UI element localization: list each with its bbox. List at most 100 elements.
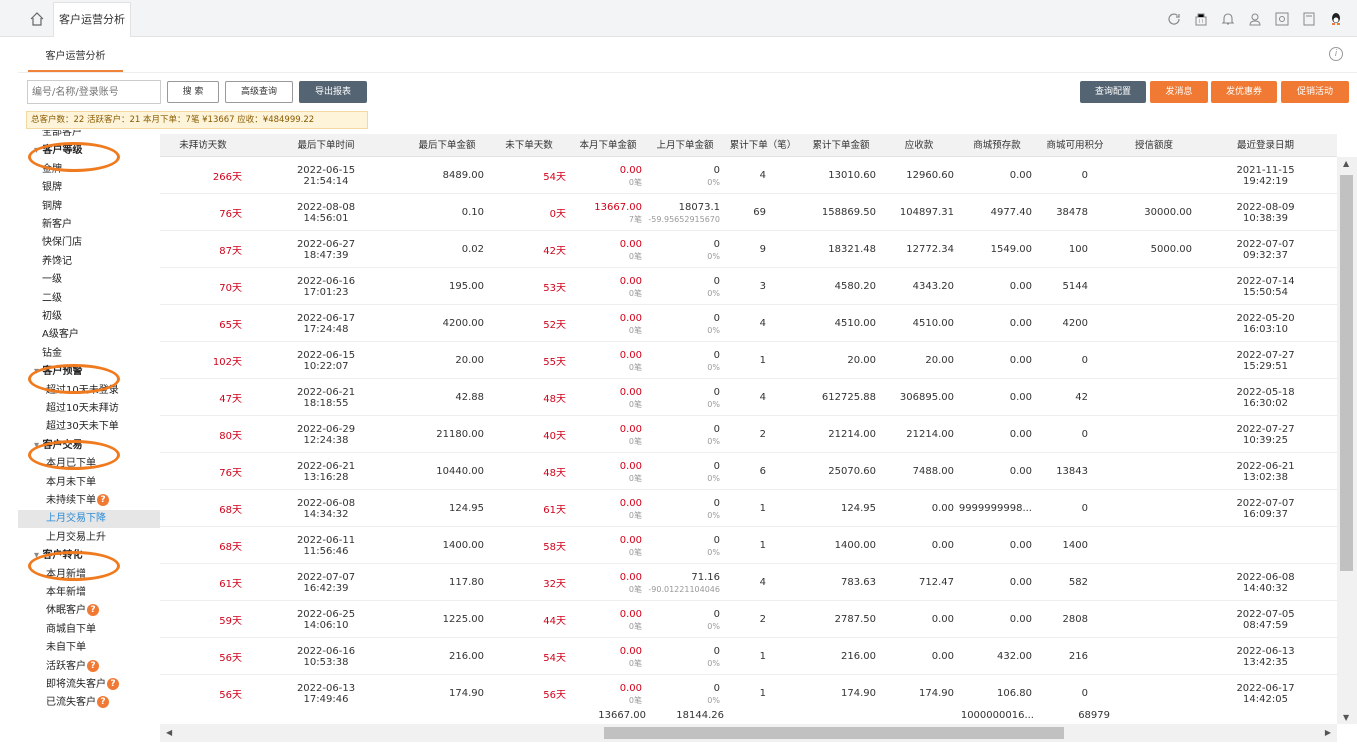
- sidebar-item[interactable]: 休眠客户?: [18, 602, 160, 620]
- sidebar-group-header[interactable]: ▾ 客户转化: [18, 547, 160, 565]
- send-coupon-button[interactable]: 发优惠券: [1211, 81, 1277, 103]
- sidebar-group-header[interactable]: ▾ 客户交易: [18, 437, 160, 455]
- cell-text: 0.00: [619, 608, 642, 620]
- column-header[interactable]: 本月下单金额: [579, 140, 637, 151]
- sidebar-item[interactable]: 本年新增: [18, 584, 160, 602]
- table-row[interactable]: 47天 2022-06-21 18:18:55 42.88 48天 0.00 0笔 0 0% 4 6…: [160, 379, 1337, 416]
- bell-icon[interactable]: [1219, 10, 1237, 28]
- help-icon[interactable]: ?: [107, 678, 119, 690]
- help-icon[interactable]: ?: [87, 659, 99, 672]
- subtab-customer-analysis[interactable]: 客户运营分析: [28, 45, 123, 72]
- tab-customer-analysis[interactable]: 客户运营分析: [53, 2, 131, 37]
- table-row[interactable]: 266天 2022-06-15 21:54:14 8489.00 54天 0.00 0笔 0 0…: [160, 157, 1337, 194]
- sidebar-item[interactable]: 金牌: [18, 161, 160, 179]
- save-icon[interactable]: [1300, 10, 1318, 28]
- cell-subtext: 0笔: [628, 251, 642, 261]
- sidebar-item[interactable]: 钻金: [18, 345, 160, 363]
- export-report-button[interactable]: 导出报表: [299, 81, 367, 103]
- table-row[interactable]: 87天 2022-06-27 18:47:39 0.02 42天 0.00 0笔 0 0% 9 18…: [160, 231, 1337, 268]
- sidebar-item[interactable]: 未持续下单?: [18, 492, 160, 510]
- sidebar-item[interactable]: 即将流失客户?: [18, 676, 160, 694]
- sidebar-item[interactable]: 超过10天未拜访: [18, 400, 160, 418]
- scroll-down-icon[interactable]: ▼: [1343, 713, 1350, 722]
- column-header[interactable]: 累计下单金额: [812, 140, 870, 151]
- user-icon[interactable]: [1246, 10, 1264, 28]
- column-header[interactable]: 未下单天数: [505, 140, 553, 151]
- column-header[interactable]: 未拜访天数: [179, 140, 227, 151]
- table-row[interactable]: 59天 2022-06-25 14:06:10 1225.00 44天 0.00 0笔 0 0%…: [160, 601, 1337, 638]
- sidebar-item[interactable]: 养馋记: [18, 253, 160, 271]
- cell-subtext: 0笔: [628, 547, 642, 557]
- table-row[interactable]: 80天 2022-06-29 12:24:38 21180.00 40天 0.00 0笔 0 0…: [160, 416, 1337, 453]
- info-icon[interactable]: i: [1329, 47, 1343, 61]
- scroll-left-icon[interactable]: ◀: [166, 728, 173, 737]
- cell-text: 2787.50: [834, 614, 876, 625]
- home-icon[interactable]: [22, 0, 52, 37]
- org-icon[interactable]: [1192, 10, 1210, 28]
- column-header[interactable]: 商城可用积分: [1046, 140, 1104, 151]
- query-config-button[interactable]: 查询配置: [1080, 81, 1146, 103]
- column-header[interactable]: 上月下单金额: [656, 140, 714, 151]
- sidebar-item[interactable]: 活跃客户?: [18, 658, 160, 676]
- advanced-query-button[interactable]: 高级查询: [225, 81, 293, 103]
- table-row[interactable]: 70天 2022-06-16 17:01:23 195.00 53天 0.00 0笔 0 0% 3…: [160, 268, 1337, 305]
- cell-text: 76天: [219, 209, 242, 220]
- scroll-right-icon[interactable]: ▶: [1324, 728, 1331, 737]
- sidebar-item[interactable]: 初级: [18, 308, 160, 326]
- help-icon[interactable]: ?: [97, 696, 109, 709]
- table-row[interactable]: 56天 2022-06-13 17:49:46 174.90 56天 0.00 0笔 0 0% 1…: [160, 675, 1337, 712]
- sidebar-group-header[interactable]: ▾ 客户等级: [18, 142, 160, 160]
- table-row[interactable]: 76天 2022-08-08 14:56:01 0.10 0天 13667.00 7笔 180…: [160, 194, 1337, 231]
- table-row[interactable]: 65天 2022-06-17 17:24:48 4200.00 52天 0.00 0笔 0 0%…: [160, 305, 1337, 342]
- horizontal-scroll-thumb[interactable]: [604, 727, 1064, 739]
- sidebar-item[interactable]: 全部客户: [18, 130, 160, 142]
- table-row[interactable]: 76天 2022-06-21 13:16:28 10440.00 48天 0.00 0笔 0 0…: [160, 453, 1337, 490]
- help-icon[interactable]: ?: [97, 494, 109, 506]
- column-header[interactable]: 商城预存款: [973, 140, 1021, 151]
- column-header[interactable]: 最后下单金额: [418, 140, 476, 151]
- refresh-icon[interactable]: [1165, 10, 1183, 28]
- column-header[interactable]: 最后下单时间: [297, 140, 355, 151]
- sidebar-item[interactable]: 未自下单: [18, 639, 160, 657]
- sidebar-item[interactable]: 超过30天未下单: [18, 418, 160, 436]
- sidebar-item[interactable]: 铜牌: [18, 198, 160, 216]
- sidebar-item[interactable]: 上月交易下降: [18, 510, 160, 529]
- scroll-up-icon[interactable]: ▲: [1343, 159, 1350, 168]
- search-box-icon[interactable]: [1273, 10, 1291, 28]
- sidebar-item[interactable]: 二级: [18, 290, 160, 308]
- table-cell: 2022-07-05 08:47:59: [1194, 601, 1337, 638]
- table-row[interactable]: 68天 2022-06-08 14:34:32 124.95 61天 0.00 0笔 0 0% 1…: [160, 490, 1337, 527]
- column-header[interactable]: 应收款: [904, 140, 934, 151]
- sidebar-item[interactable]: 上月交易上升: [18, 529, 160, 547]
- search-input[interactable]: [27, 80, 161, 104]
- table-row[interactable]: 61天 2022-07-07 16:42:39 117.80 32天 0.00 0笔 71.1…: [160, 564, 1337, 601]
- sidebar-item[interactable]: 本月未下单: [18, 474, 160, 492]
- send-message-button[interactable]: 发消息: [1150, 81, 1208, 103]
- sidebar-item[interactable]: 本月新增: [18, 566, 160, 584]
- cell-text: 0: [1081, 170, 1088, 181]
- sidebar-item[interactable]: 银牌: [18, 179, 160, 197]
- horizontal-scrollbar[interactable]: ◀ ▶: [160, 724, 1337, 742]
- table-row[interactable]: 68天 2022-06-11 11:56:46 1400.00 58天 0.00 0笔 0 0%…: [160, 527, 1337, 564]
- sidebar-item[interactable]: 快保门店: [18, 234, 160, 252]
- help-icon[interactable]: ?: [87, 604, 99, 617]
- vertical-scroll-thumb[interactable]: [1340, 175, 1353, 571]
- sidebar-item[interactable]: 超过10天未登录: [18, 382, 160, 400]
- sidebar-item[interactable]: 已流失客户?: [18, 694, 160, 712]
- column-header[interactable]: 最近登录日期: [1236, 140, 1294, 151]
- column-header[interactable]: 授信额度: [1134, 140, 1173, 151]
- qq-icon[interactable]: [1327, 10, 1345, 28]
- promotion-button[interactable]: 促销活动: [1281, 81, 1349, 103]
- sidebar-item[interactable]: 商城自下单: [18, 621, 160, 639]
- sidebar-item[interactable]: 一级: [18, 271, 160, 289]
- sidebar-item[interactable]: A级客户: [18, 326, 160, 344]
- table-row[interactable]: 102天 2022-06-15 10:22:07 20.00 55天 0.00 0笔 0 0% 1…: [160, 342, 1337, 379]
- table-row[interactable]: 56天 2022-06-16 10:53:38 216.00 54天 0.00 0笔 0 0% 1…: [160, 638, 1337, 675]
- column-header[interactable]: 累计下单（笔）: [729, 140, 797, 151]
- search-button[interactable]: 搜 索: [167, 81, 219, 103]
- sidebar-item[interactable]: 新客户: [18, 216, 160, 234]
- sidebar-group-header[interactable]: ▾ 客户预警: [18, 363, 160, 381]
- sidebar-item[interactable]: 本月已下单: [18, 455, 160, 473]
- cell-text: 0: [713, 386, 720, 398]
- vertical-scrollbar[interactable]: ▲ ▼: [1337, 157, 1357, 724]
